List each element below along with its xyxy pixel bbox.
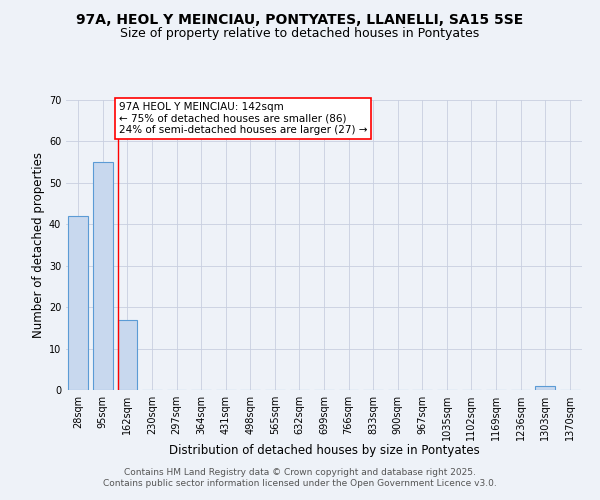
Bar [68,216,88,390]
X-axis label: Distribution of detached houses by size in Pontyates: Distribution of detached houses by size … [169,444,479,458]
Text: Size of property relative to detached houses in Pontyates: Size of property relative to detached ho… [121,28,479,40]
Bar [535,386,555,390]
Y-axis label: Number of detached properties: Number of detached properties [32,152,44,338]
Text: Contains HM Land Registry data © Crown copyright and database right 2025.
Contai: Contains HM Land Registry data © Crown c… [103,468,497,487]
Text: 97A, HEOL Y MEINCIAU, PONTYATES, LLANELLI, SA15 5SE: 97A, HEOL Y MEINCIAU, PONTYATES, LLANELL… [76,12,524,26]
Bar [118,320,137,390]
Bar [93,162,113,390]
Text: 97A HEOL Y MEINCIAU: 142sqm
← 75% of detached houses are smaller (86)
24% of sem: 97A HEOL Y MEINCIAU: 142sqm ← 75% of det… [119,102,367,136]
